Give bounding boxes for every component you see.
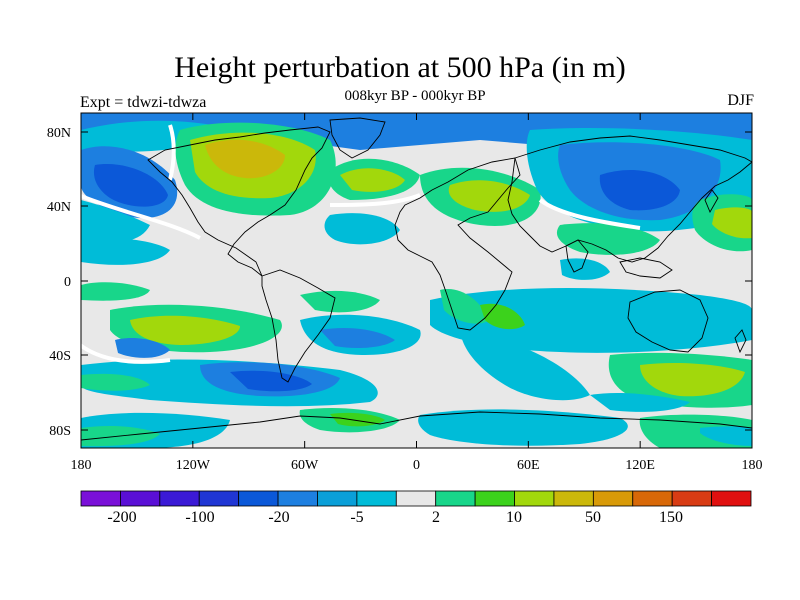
coastline	[261, 269, 336, 383]
colorbar-label: 50	[585, 509, 601, 526]
coastline	[329, 117, 386, 159]
coastline	[147, 126, 331, 277]
contour-region	[640, 362, 745, 397]
contour-line	[81, 343, 171, 364]
colorbar-swatch	[120, 490, 161, 507]
contour-field	[81, 113, 752, 448]
contour-region	[590, 392, 690, 412]
colorbar-swatch	[356, 490, 397, 507]
colorbar-swatch	[632, 490, 673, 507]
coastline	[627, 289, 709, 353]
contour-region	[115, 338, 170, 358]
contour-region	[560, 258, 610, 280]
contour-region	[81, 282, 150, 301]
lon-label: 60W	[291, 458, 319, 473]
contour-region	[81, 373, 150, 391]
contour-region	[418, 409, 628, 446]
contour-region	[712, 207, 752, 239]
coastlines	[81, 117, 752, 441]
coastline	[565, 239, 589, 273]
colorbar-label: -100	[185, 509, 214, 526]
colorbar-label: -20	[268, 509, 289, 526]
contour-region	[556, 223, 660, 255]
contour-region	[460, 330, 590, 401]
contour-region	[130, 315, 240, 345]
coastline	[81, 411, 752, 441]
lon-label: 0	[413, 458, 420, 473]
contour-region	[300, 290, 380, 313]
coastline	[619, 257, 673, 279]
colorbar-swatch	[198, 490, 240, 507]
colorbar-swatch	[592, 490, 634, 507]
lon-label: 180	[71, 458, 92, 473]
contour-line	[81, 194, 201, 240]
contour-region	[340, 168, 405, 192]
plot-title: Height perturbation at 500 hPa (in m)	[174, 51, 626, 84]
contour-region	[700, 426, 752, 446]
contour-region	[440, 289, 490, 324]
colorbar: -200 -100 -20 -5 2 10 50 150	[80, 490, 752, 526]
colorbar-label: -5	[350, 509, 363, 526]
colorbar-swatch	[435, 490, 476, 507]
contour-region	[81, 235, 170, 265]
lat-label: 80N	[47, 126, 71, 141]
colorbar-label: -200	[107, 509, 136, 526]
lon-label: 60E	[517, 458, 540, 473]
contour-region	[93, 164, 168, 207]
contour-region	[81, 200, 150, 243]
colorbar-swatch	[711, 490, 752, 507]
lat-label: 40N	[47, 200, 71, 215]
coastline	[394, 157, 521, 331]
colorbar-label: 150	[659, 509, 683, 526]
contour-region	[324, 213, 400, 245]
contour-line	[538, 198, 641, 230]
contour-region	[205, 139, 285, 179]
colorbar-swatch	[474, 490, 515, 507]
lat-label: 80S	[49, 424, 71, 439]
coastline	[734, 329, 747, 354]
colorbar-swatch	[514, 490, 555, 507]
contour-line	[329, 193, 421, 207]
colorbar-swatch	[277, 490, 318, 507]
contour-line	[168, 124, 176, 181]
lat-label: 0	[64, 275, 71, 290]
plot-subtitle: 008kyr BP - 000kyr BP	[344, 88, 486, 104]
colorbar-label: 10	[506, 509, 522, 526]
colorbar-swatch	[159, 490, 200, 507]
lon-label: 120W	[176, 458, 211, 473]
lat-label: 40S	[49, 349, 71, 364]
colorbar-label: 2	[432, 509, 440, 526]
contour-region	[448, 180, 530, 212]
colorbar-swatch	[553, 490, 594, 507]
colorbar-swatch	[238, 490, 279, 507]
contour-region	[430, 288, 752, 353]
colorbar-swatch	[80, 490, 121, 507]
season-label: DJF	[727, 92, 754, 109]
axis-ticks: 80N 40N 0 40S 80S 180 120W 60W 0 60E 120E 180	[47, 113, 763, 473]
coastline	[507, 135, 752, 263]
coastline	[704, 189, 719, 214]
colorbar-swatch	[671, 490, 712, 507]
contour-region	[599, 170, 680, 211]
experiment-label: Expt = tdwzi-tdwza	[80, 94, 207, 111]
lon-label: 120E	[625, 458, 655, 473]
lon-label: 180	[742, 458, 763, 473]
colorbar-swatch	[317, 490, 358, 507]
colorbar-swatch	[395, 490, 437, 507]
contour-region	[320, 328, 395, 348]
